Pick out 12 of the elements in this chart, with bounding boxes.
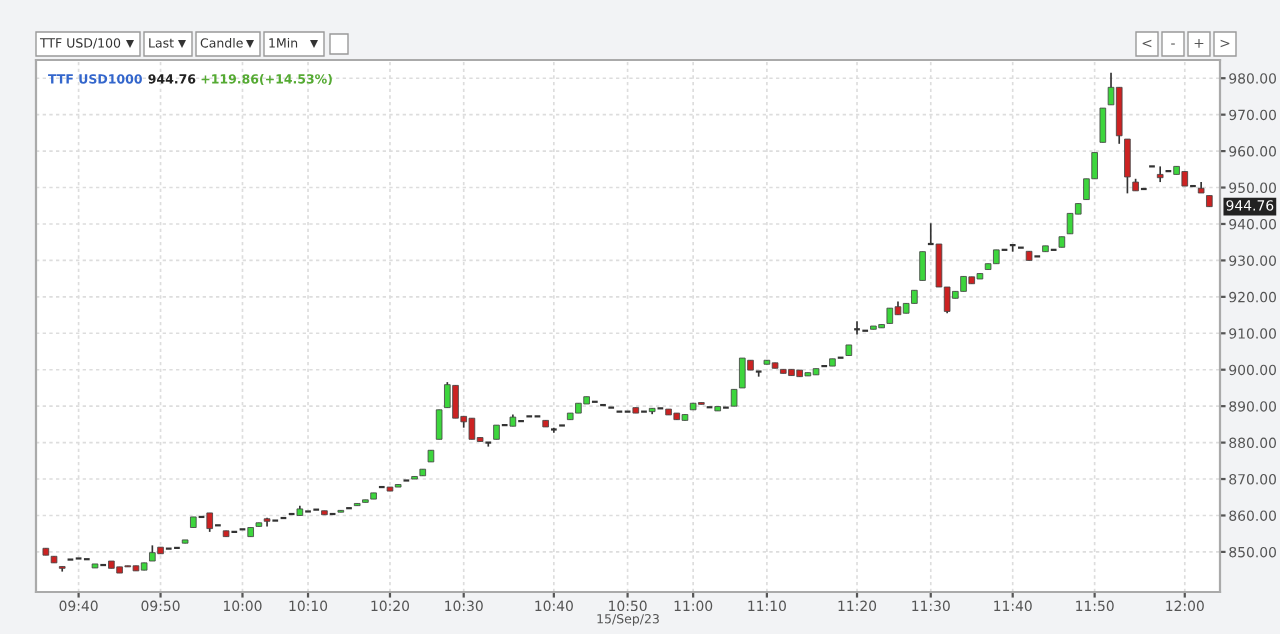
candlestick (1099, 107, 1107, 144)
candlestick (1156, 165, 1164, 183)
candlestick (206, 512, 213, 533)
candlestick (853, 320, 861, 336)
candlestick (926, 222, 935, 246)
candlestick (1008, 243, 1017, 253)
candlestick (739, 357, 746, 389)
candlestick (1124, 138, 1131, 195)
candlestick (468, 417, 476, 441)
candlestick (452, 384, 459, 420)
candlestick (435, 408, 443, 441)
candlestick (919, 250, 926, 282)
